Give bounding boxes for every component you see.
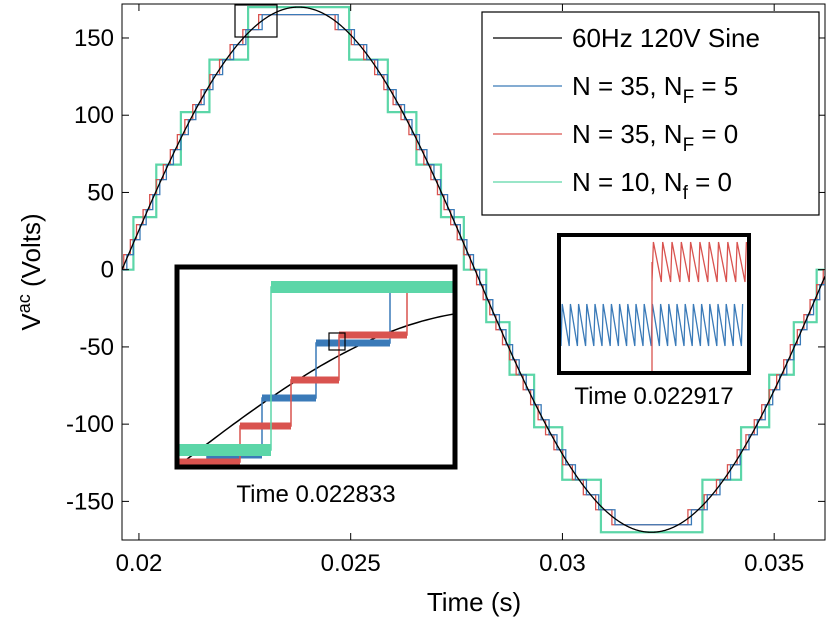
y-tick-label: 50 [87,179,114,206]
legend-box [481,11,820,216]
legend-entry-n35-nf5: N = 35, NF = 5 [572,71,738,108]
inset1-label: Time 0.022833 [236,481,395,508]
inset1-zoom-marker [328,332,346,351]
y-tick-label: -100 [66,411,114,438]
legend-entry-sine: 60Hz 120V Sine [572,23,760,53]
y-tick-label: 150 [74,25,114,52]
y-axis-label: Vac (Volts) [14,213,46,330]
legend-entry-n10-nf0: N = 10, Nf = 0 [572,167,732,204]
y-tick-label: 0 [101,257,114,284]
inset2-label: Time 0.022917 [574,383,733,410]
inset-zoom-2: Time 0.022917 [557,233,751,410]
x-tick-label: 0.02 [116,550,163,577]
x-axis-label: Time (s) [427,587,521,617]
inset-zoom-1: Time 0.022833 [174,264,458,508]
inset2-red-ripple [651,241,748,372]
y-tick-label: -150 [66,488,114,515]
legend-entry-n35-nf0: N = 35, NF = 0 [572,119,738,156]
inset1-frame [174,264,458,470]
series-sine [122,6,825,533]
x-tick-label: 0.03 [539,550,586,577]
zoom-marker-peak [234,4,278,38]
y-tick-label: 100 [74,102,114,129]
x-tick-label: 0.035 [744,550,804,577]
inset2-frame [557,233,751,375]
legend: 60Hz 120V Sine N = 35, NF = 5 N = 35, NF… [481,11,820,216]
x-tick-label: 0.025 [321,550,381,577]
y-tick-label: -50 [79,334,114,361]
